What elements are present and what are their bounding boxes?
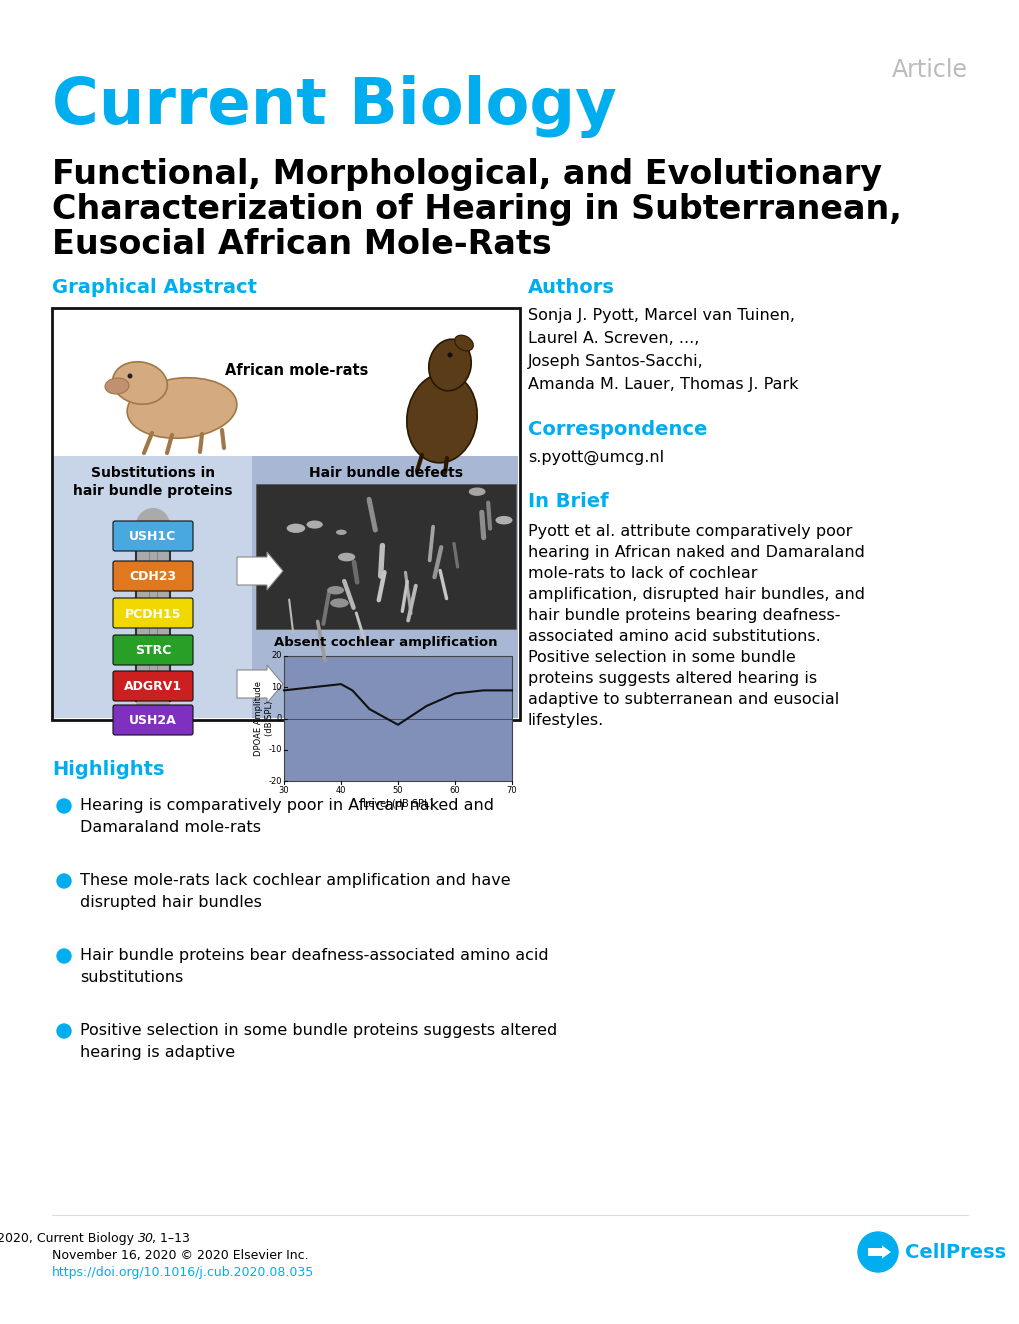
Text: Article: Article [892,58,967,82]
Text: STRC: STRC [135,645,171,658]
Text: 30: 30 [138,1233,154,1245]
Text: Hair bundle proteins bear deafness-associated amino acid: Hair bundle proteins bear deafness-assoc… [79,948,548,963]
Text: Pyott et al. attribute comparatively poor: Pyott et al. attribute comparatively poo… [528,524,852,539]
Text: ADGRV1: ADGRV1 [124,681,181,694]
Ellipse shape [105,377,128,395]
FancyArrow shape [867,1246,891,1259]
Circle shape [57,1023,71,1038]
Text: Functional, Morphological, and Evolutionary: Functional, Morphological, and Evolution… [52,158,881,191]
Ellipse shape [286,523,305,532]
Text: Characterization of Hearing in Subterranean,: Characterization of Hearing in Subterran… [52,193,901,226]
Text: Damaraland mole-rats: Damaraland mole-rats [79,820,261,835]
Text: Sonja J. Pyott, Marcel van Tuinen,: Sonja J. Pyott, Marcel van Tuinen, [528,308,794,323]
FancyArrow shape [236,665,282,703]
FancyBboxPatch shape [113,561,193,591]
Ellipse shape [330,598,348,608]
Ellipse shape [454,335,473,351]
Circle shape [57,798,71,813]
Bar [283,655,512,781]
Circle shape [57,874,71,888]
Text: Amanda M. Lauer, Thomas J. Park: Amanda M. Lauer, Thomas J. Park [528,377,798,392]
Bar [52,308,520,720]
Text: Authors: Authors [528,278,614,297]
Text: 60: 60 [449,786,460,794]
Ellipse shape [136,685,170,718]
Text: 30: 30 [278,786,289,794]
Text: Graphical Abstract: Graphical Abstract [52,278,257,297]
Text: hearing in African naked and Damaraland: hearing in African naked and Damaraland [528,545,864,560]
Bar [136,526,170,700]
Ellipse shape [407,373,477,463]
Text: 0: 0 [276,714,281,723]
Text: lifestyles.: lifestyles. [528,714,603,728]
FancyBboxPatch shape [113,522,193,551]
Circle shape [857,1233,897,1272]
FancyBboxPatch shape [113,636,193,665]
Text: CellPress: CellPress [904,1243,1005,1263]
Circle shape [57,949,71,963]
Text: 40: 40 [335,786,345,794]
Text: 20: 20 [271,651,281,661]
Text: Current Biology: Current Biology [52,75,616,138]
Text: Eusocial African Mole-Rats: Eusocial African Mole-Rats [52,228,551,261]
Ellipse shape [447,352,452,357]
Text: PCDH15: PCDH15 [124,608,181,621]
Text: Level (dB SPL): Level (dB SPL) [363,798,433,809]
FancyBboxPatch shape [113,671,193,700]
Text: Absent cochlear amplification: Absent cochlear amplification [274,636,497,649]
Ellipse shape [112,361,167,404]
Text: Laurel A. Screven, ...,: Laurel A. Screven, ..., [528,331,699,346]
Bar [54,455,252,718]
Text: USH1C: USH1C [129,531,176,543]
Ellipse shape [306,520,322,528]
Text: Positive selection in some bundle: Positive selection in some bundle [528,650,795,665]
FancyArrow shape [236,552,282,591]
Text: https://doi.org/10.1016/j.cub.2020.08.035: https://doi.org/10.1016/j.cub.2020.08.03… [52,1266,314,1279]
FancyBboxPatch shape [113,598,193,628]
Text: DPOAE Amplitude
(dB SPL): DPOAE Amplitude (dB SPL) [254,681,273,756]
FancyBboxPatch shape [113,704,193,735]
Text: African mole-rats: African mole-rats [225,363,368,377]
Text: hearing is adaptive: hearing is adaptive [79,1045,235,1061]
Ellipse shape [469,487,485,496]
Text: substitutions: substitutions [79,970,183,985]
Text: amplification, disrupted hair bundles, and: amplification, disrupted hair bundles, a… [528,587,864,602]
Text: -20: -20 [268,776,281,785]
Text: USH2A: USH2A [129,715,176,727]
Text: adaptive to subterranean and eusocial: adaptive to subterranean and eusocial [528,692,839,707]
Bar [256,485,516,629]
Text: hair bundle proteins bearing deafness-: hair bundle proteins bearing deafness- [528,608,840,624]
Ellipse shape [428,339,471,391]
Ellipse shape [136,508,170,542]
Text: Pyott et al., 2020, Current Biology: Pyott et al., 2020, Current Biology [0,1233,138,1245]
Text: , 1–13: , 1–13 [152,1233,190,1245]
Text: 10: 10 [271,683,281,691]
Ellipse shape [337,552,355,561]
Text: Correspondence: Correspondence [528,420,707,440]
Text: proteins suggests altered hearing is: proteins suggests altered hearing is [528,671,816,686]
Ellipse shape [127,373,132,379]
Text: -10: -10 [268,745,281,755]
Bar [54,455,518,718]
Text: In Brief: In Brief [528,493,608,511]
Ellipse shape [327,587,343,594]
Text: s.pyott@umcg.nl: s.pyott@umcg.nl [528,450,663,465]
Ellipse shape [127,377,236,438]
Text: Substitutions in
hair bundle proteins: Substitutions in hair bundle proteins [73,466,232,498]
Text: 70: 70 [506,786,517,794]
Text: Hearing is comparatively poor in African naked and: Hearing is comparatively poor in African… [79,798,493,813]
Text: CDH23: CDH23 [129,571,176,584]
Text: disrupted hair bundles: disrupted hair bundles [79,895,262,910]
Ellipse shape [495,516,512,524]
Text: Joseph Santos-Sacchi,: Joseph Santos-Sacchi, [528,354,703,369]
Text: Positive selection in some bundle proteins suggests altered: Positive selection in some bundle protei… [79,1023,556,1038]
Text: 50: 50 [392,786,403,794]
Text: Highlights: Highlights [52,760,164,779]
Text: associated amino acid substitutions.: associated amino acid substitutions. [528,629,820,643]
Text: November 16, 2020 © 2020 Elsevier Inc.: November 16, 2020 © 2020 Elsevier Inc. [52,1249,309,1262]
Ellipse shape [335,530,346,535]
Text: These mole-rats lack cochlear amplification and have: These mole-rats lack cochlear amplificat… [79,873,511,888]
Text: Hair bundle defects: Hair bundle defects [309,466,463,481]
Text: mole-rats to lack of cochlear: mole-rats to lack of cochlear [528,565,757,581]
